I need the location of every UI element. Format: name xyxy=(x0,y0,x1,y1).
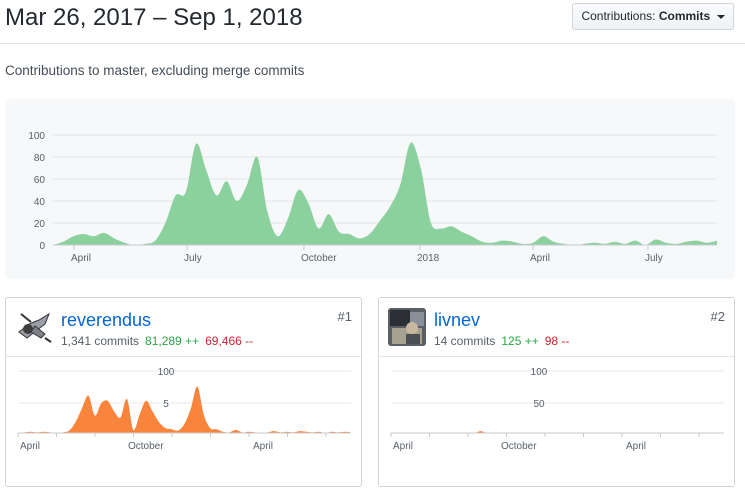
deletions-count: 98 -- xyxy=(544,334,570,348)
y-tick-label: 60 xyxy=(34,175,46,186)
photo-avatar-icon[interactable] xyxy=(388,308,426,346)
header-bar: Mar 26, 2017 – Sep 1, 2018 Contributions… xyxy=(0,0,745,44)
main-contributions-chart: 0 20 40 60 80 100 April July October 2018 April Jul… xyxy=(5,99,735,279)
y-tick-label: 100 xyxy=(531,367,548,378)
y-tick-label: 80 xyxy=(34,153,46,164)
x-tick-label: October xyxy=(301,253,337,264)
x-tick-label: October xyxy=(501,441,537,452)
commit-count[interactable]: 1,341 commits xyxy=(61,334,140,348)
y-tick-label: 0 xyxy=(39,241,45,252)
commits-area xyxy=(18,386,351,433)
y-tick-label: 40 xyxy=(34,197,46,208)
x-tick-label: April xyxy=(20,441,40,452)
x-tick-label: July xyxy=(184,253,202,264)
commit-count[interactable]: 14 commits xyxy=(434,334,496,348)
contributor-card-header: reverendus 1,341 commits 81,289 ++ 69,466 … xyxy=(6,298,361,357)
x-tick-label: April xyxy=(626,441,646,452)
x-tick-label: April xyxy=(393,441,413,452)
main-chart-svg: 0 20 40 60 80 100 April July October 2018 April Jul… xyxy=(28,131,717,264)
contributor-username[interactable]: livnev xyxy=(434,310,481,330)
contributions-select-button[interactable]: Contributions: Commits xyxy=(572,3,734,30)
contributor-username[interactable]: reverendus xyxy=(61,310,152,330)
x-tick-label: April xyxy=(253,441,273,452)
caret-down-icon xyxy=(716,14,725,19)
select-prefix: Contributions: xyxy=(581,9,656,23)
y-tick-label: 50 xyxy=(533,399,545,410)
bird-ninja-avatar-icon[interactable] xyxy=(15,308,53,346)
x-tick-label: July xyxy=(645,253,663,264)
x-tick-label: October xyxy=(128,441,164,452)
y-tick-label: 20 xyxy=(34,219,46,230)
contributor-rank: #2 xyxy=(710,309,725,324)
additions-count: 81,289 ++ xyxy=(145,334,200,348)
x-tick-label: April xyxy=(530,253,550,264)
card-chart-bg xyxy=(6,357,361,486)
contributor-chart-2: 100 50 April October April xyxy=(379,357,734,486)
contributor-stats: 14 commits 125 ++ 98 -- xyxy=(434,334,569,348)
date-range-title: Mar 26, 2017 – Sep 1, 2018 xyxy=(5,4,303,31)
contributor-chart-1: 100 5 April October April xyxy=(6,357,361,486)
select-value: Commits xyxy=(658,9,711,23)
x-tick-label: 2018 xyxy=(417,253,440,264)
commits-area xyxy=(53,142,717,246)
contributor-card-1: reverendus 1,341 commits 81,289 ++ 69,466 … xyxy=(5,297,362,487)
contributor-card-header: livnev 14 commits 125 ++ 98 -- #2 xyxy=(379,298,734,357)
card-chart-bg xyxy=(379,357,734,486)
additions-count: 125 ++ xyxy=(501,334,539,348)
contributor-card-2: livnev 14 commits 125 ++ 98 -- #2 100 50 Apr… xyxy=(378,297,735,487)
y-tick-label: 100 xyxy=(28,131,45,142)
y-tick-label: 100 xyxy=(158,367,175,378)
deletions-count: 69,466 -- xyxy=(205,334,254,348)
contributor-stats: 1,341 commits 81,289 ++ 69,466 -- xyxy=(61,334,253,348)
contributor-rank: #1 xyxy=(337,309,352,324)
x-tick-label: April xyxy=(71,253,91,264)
contributions-subtitle: Contributions to master, excluding merge… xyxy=(5,63,305,78)
y-tick-label: 5 xyxy=(163,399,169,410)
